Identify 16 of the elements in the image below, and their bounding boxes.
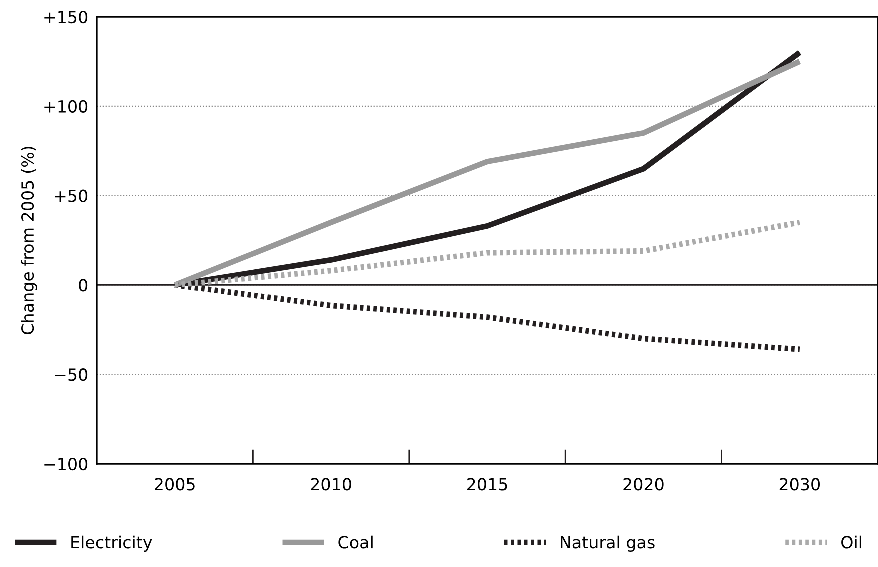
y-tick-label: +50 — [55, 190, 88, 202]
y-tick-label: −50 — [55, 368, 88, 382]
x-tick-label: 2010 — [311, 478, 352, 491]
x-tick-label: 2030 — [780, 478, 820, 491]
x-tick-label: 2005 — [155, 478, 195, 491]
legend-label: Coal — [338, 536, 373, 549]
y-tick-label: +100 — [44, 100, 88, 113]
y-tick-label: +150 — [44, 10, 88, 24]
y-tick-label: −100 — [44, 458, 88, 471]
y-tick-label: 0 — [79, 279, 88, 292]
legend-label: Oil — [842, 536, 862, 549]
legend-label: Electricity — [72, 536, 152, 552]
y-axis-title: Change from 2005 (%) — [21, 147, 38, 334]
legend-label: Natural gas — [561, 536, 655, 552]
x-tick-label: 2015 — [468, 478, 508, 491]
x-tick-label: 2020 — [624, 478, 664, 491]
